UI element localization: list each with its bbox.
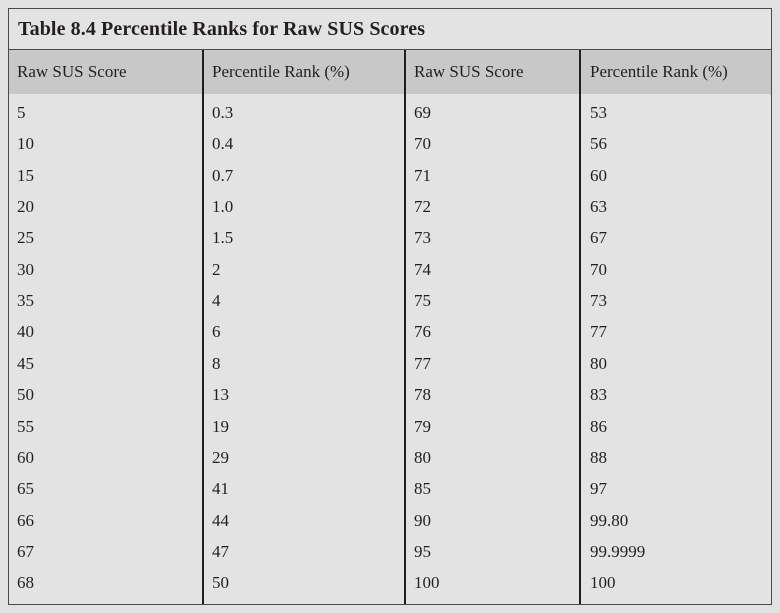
header-raw-sus-score-2: Raw SUS Score [414, 62, 524, 81]
table-row: 60 29 80 88 [9, 442, 771, 473]
percentile-rank-cell: 8 [212, 353, 221, 373]
raw-sus-score-cell: 80 [414, 447, 431, 467]
percentile-rank-cell: 1.5 [212, 228, 234, 248]
title-divider [9, 49, 771, 50]
percentile-rank-cell: 13 [212, 385, 229, 405]
percentile-rank-cell: 0.3 [212, 103, 234, 122]
percentile-rank-cell: 73 [590, 291, 607, 311]
percentile-rank-cell: 19 [212, 416, 229, 436]
percentile-rank-cell: 2 [212, 259, 221, 279]
percentile-rank-cell: 83 [590, 385, 607, 405]
raw-sus-score-cell: 55 [17, 416, 34, 436]
raw-sus-score-cell: 30 [17, 259, 34, 279]
raw-sus-score-cell: 85 [414, 479, 431, 499]
table-row: 25 1.5 73 67 [9, 222, 771, 253]
header-percentile-rank-2: Percentile Rank (%) [590, 62, 728, 81]
raw-sus-score-cell: 71 [414, 165, 431, 185]
table-title: Table 8.4 Percentile Ranks for Raw SUS S… [18, 18, 426, 40]
percentile-rank-cell: 50 [212, 573, 229, 593]
percentile-rank-cell: 77 [590, 322, 607, 342]
percentile-rank-cell: 63 [590, 197, 607, 217]
raw-sus-score-cell: 45 [17, 353, 34, 373]
raw-sus-score-cell: 69 [414, 103, 431, 122]
raw-sus-score-cell: 76 [414, 322, 431, 342]
table-row: 30 2 74 70 [9, 254, 771, 285]
percentile-rank-cell: 41 [212, 479, 229, 499]
raw-sus-score-cell: 73 [414, 228, 431, 248]
raw-sus-score-cell: 40 [17, 322, 34, 342]
table-row: 55 19 79 86 [9, 411, 771, 442]
header-raw-sus-score-1: Raw SUS Score [17, 62, 127, 81]
percentile-rank-cell: 60 [590, 165, 607, 185]
percentile-rank-cell: 99.80 [590, 510, 629, 530]
percentile-rank-cell: 4 [212, 291, 221, 311]
raw-sus-score-cell: 77 [414, 353, 431, 373]
percentile-rank-cell: 53 [590, 103, 607, 122]
percentile-rank-cell: 67 [590, 228, 607, 248]
raw-sus-score-cell: 5 [17, 103, 26, 122]
raw-sus-score-cell: 60 [17, 447, 34, 467]
raw-sus-score-cell: 70 [414, 134, 431, 154]
percentile-rank-cell: 0.7 [212, 165, 234, 185]
table-row: 66 44 90 99.80 [9, 505, 771, 536]
percentile-rank-cell: 44 [212, 510, 229, 530]
percentile-rank-cell: 1.0 [212, 197, 234, 217]
table-row: 45 8 77 80 [9, 348, 771, 379]
raw-sus-score-cell: 74 [414, 259, 431, 279]
percentile-rank-cell: 88 [590, 447, 607, 467]
table-row: 40 6 76 77 [9, 316, 771, 347]
raw-sus-score-cell: 35 [17, 291, 34, 311]
percentile-rank-cell: 80 [590, 353, 607, 373]
raw-sus-score-cell: 50 [17, 385, 34, 405]
table-row: 5 0.3 69 53 [9, 97, 771, 128]
raw-sus-score-cell: 90 [414, 510, 431, 530]
column-divider-2 [404, 50, 406, 604]
raw-sus-score-cell: 66 [17, 510, 34, 530]
raw-sus-score-cell: 75 [414, 291, 431, 311]
table-frame: Table 8.4 Percentile Ranks for Raw SUS S… [8, 8, 772, 605]
raw-sus-score-cell: 95 [414, 541, 431, 561]
table-row: 50 13 78 83 [9, 379, 771, 410]
table-row: 15 0.7 71 60 [9, 160, 771, 191]
raw-sus-score-cell: 65 [17, 479, 34, 499]
raw-sus-score-cell: 15 [17, 165, 34, 185]
percentile-rank-cell: 0.4 [212, 134, 234, 154]
raw-sus-score-cell: 78 [414, 385, 431, 405]
table-row: 68 50 100 100 [9, 567, 771, 598]
table-row: 20 1.0 72 63 [9, 191, 771, 222]
raw-sus-score-cell: 72 [414, 197, 431, 217]
table-row: 67 47 95 99.9999 [9, 536, 771, 567]
percentile-rank-cell: 70 [590, 259, 607, 279]
percentile-rank-cell: 97 [590, 479, 607, 499]
raw-sus-score-cell: 100 [414, 573, 440, 593]
percentile-rank-cell: 29 [212, 447, 229, 467]
raw-sus-score-cell: 20 [17, 197, 34, 217]
table-row: 10 0.4 70 56 [9, 128, 771, 159]
raw-sus-score-cell: 79 [414, 416, 431, 436]
percentile-rank-cell: 47 [212, 541, 229, 561]
percentile-rank-cell: 56 [590, 134, 607, 154]
percentile-rank-cell: 100 [590, 573, 616, 593]
table-row: 35 4 75 73 [9, 285, 771, 316]
raw-sus-score-cell: 68 [17, 573, 34, 593]
table-row: 65 41 85 97 [9, 473, 771, 504]
percentile-rank-cell: 86 [590, 416, 607, 436]
header-percentile-rank-1: Percentile Rank (%) [212, 62, 350, 81]
column-divider-1 [202, 50, 204, 604]
raw-sus-score-cell: 10 [17, 134, 34, 154]
raw-sus-score-cell: 67 [17, 541, 34, 561]
raw-sus-score-cell: 25 [17, 228, 34, 248]
percentile-rank-cell: 99.9999 [590, 541, 646, 561]
header-row [9, 50, 771, 94]
column-divider-3 [579, 50, 581, 604]
percentile-rank-cell: 6 [212, 322, 221, 342]
